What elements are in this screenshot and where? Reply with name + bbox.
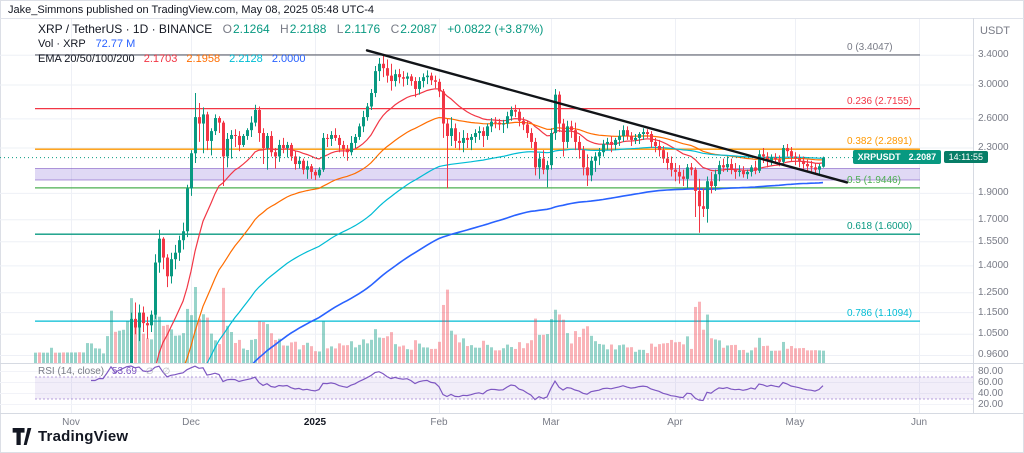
high-value: 2.2188	[289, 22, 327, 36]
time-scale[interactable]	[0, 413, 973, 428]
close-value: 2.2087	[400, 22, 437, 36]
price-scale[interactable]	[973, 18, 1024, 413]
volume-label[interactable]: Vol · XRP	[38, 38, 86, 50]
rsi-label[interactable]: RSI (14, close)	[38, 366, 105, 377]
indicator-settings-icon[interactable]: ∅	[162, 366, 171, 376]
symbol-row: XRP / TetherUS · 1D · BINANCE O2.1264 H2…	[38, 22, 543, 37]
ema100-value: 2.2128	[229, 53, 263, 65]
volume-layer	[34, 287, 825, 363]
ema-layer	[155, 88, 824, 363]
tradingview-logo-text: TradingView	[38, 428, 129, 445]
ema-label[interactable]: EMA 20/50/100/200	[38, 53, 135, 65]
support-zone-layer	[35, 168, 920, 181]
separators-layer	[0, 18, 1024, 414]
fib-retracement-layer	[35, 54, 920, 322]
change-value: +0.0822 (+3.87%)	[447, 22, 544, 36]
volume-value: 72.77 M	[95, 38, 136, 50]
tradingview-logo[interactable]: TradingView	[12, 428, 128, 445]
chart-legend: XRP / TetherUS · 1D · BINANCE O2.1264 H2…	[38, 22, 543, 67]
ema20-value: 2.1703	[143, 53, 178, 65]
trendline-layer	[365, 49, 849, 184]
low-value: 2.1176	[344, 22, 381, 36]
close-label: C	[390, 22, 400, 36]
ema50-value: 2.1958	[186, 53, 221, 65]
grid-layer	[0, 18, 973, 413]
rsi-legend: RSI (14, close) 53.69 ∅ ∅	[38, 366, 170, 377]
volume-row: Vol · XRP 72.77 M	[38, 37, 543, 52]
open-value: 2.1264	[232, 22, 270, 36]
attribution-text: Jake_Simmons published on TradingView.co…	[8, 4, 375, 16]
candles-layer	[130, 55, 825, 363]
quote-currency-label: USDT	[980, 25, 1010, 37]
candle-countdown: 14:11:55	[943, 150, 988, 163]
open-label: O	[222, 22, 232, 36]
hide-indicator-icon[interactable]: ∅	[145, 366, 154, 376]
rsi-layer	[35, 365, 973, 402]
price-badge-row: XRPUSDT 2.2087	[852, 149, 942, 164]
symbol-title[interactable]: XRP / TetherUS · 1D · BINANCE	[38, 22, 213, 36]
low-label: L	[336, 22, 344, 36]
high-label: H	[280, 22, 289, 36]
tradingview-logo-icon	[12, 428, 32, 445]
ema200-value: 2.0000	[271, 53, 306, 65]
rsi-value: 53.69	[111, 366, 137, 377]
badge-symbol: XRPUSDT	[857, 151, 901, 162]
current-price-badge: XRPUSDT 2.2087 14:11:55	[852, 149, 988, 164]
ema-row: EMA 20/50/100/200 2.1703 2.1958 2.2128 2…	[38, 52, 543, 67]
badge-price: 2.2087	[908, 151, 937, 162]
